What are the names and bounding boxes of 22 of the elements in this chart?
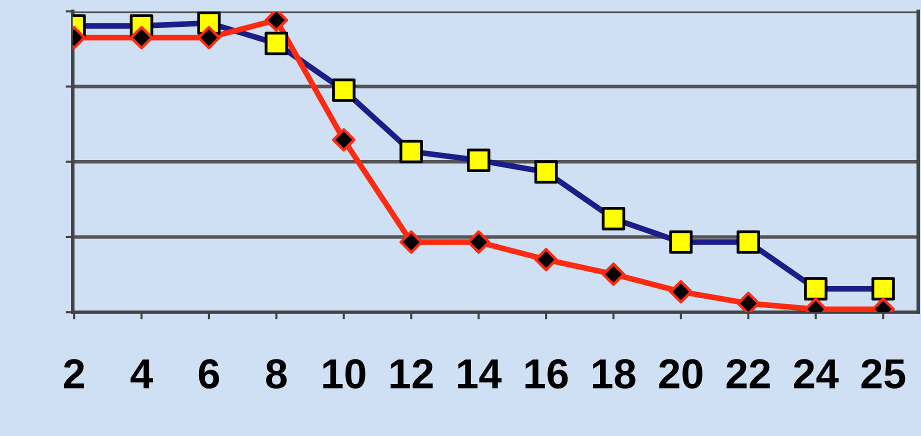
x-tick-label: 12 <box>390 359 433 388</box>
x-tick-label: 16 <box>526 359 568 389</box>
point <box>736 292 760 312</box>
point <box>602 262 626 286</box>
x-tick-label: 14 <box>458 360 502 388</box>
point <box>197 26 221 50</box>
x-tick-label: 6 <box>198 359 220 389</box>
point <box>264 11 288 32</box>
point <box>669 280 693 304</box>
x-tick-label: 22 <box>726 359 770 388</box>
x-tick-label: 2 <box>64 359 84 388</box>
x-tick-label: 8 <box>266 359 287 389</box>
x-tick-label: 25 <box>861 359 906 389</box>
point <box>534 248 558 272</box>
point <box>400 230 423 254</box>
x-tick-label: 20 <box>659 359 702 389</box>
point <box>332 128 356 152</box>
point <box>130 26 154 50</box>
x-tick-label: 24 <box>794 359 839 388</box>
x-tick-label: 10 <box>323 359 366 389</box>
x-tick-label: 18 <box>592 359 636 389</box>
x-tick-label: 4 <box>130 360 153 388</box>
